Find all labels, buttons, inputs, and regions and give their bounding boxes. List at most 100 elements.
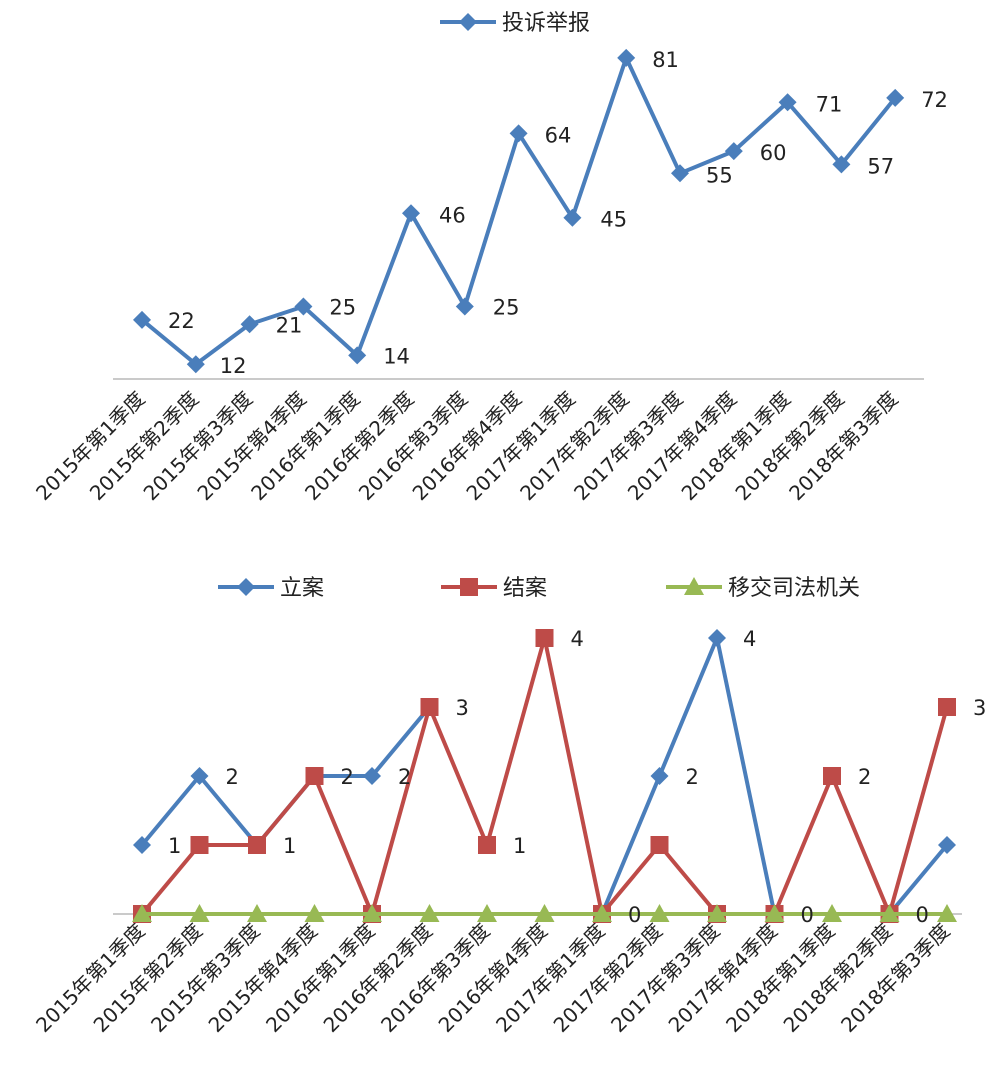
series-line-segment <box>485 636 547 847</box>
data-point <box>617 48 636 67</box>
series-line-segment <box>301 304 360 358</box>
series-line-segment <box>247 304 306 327</box>
data-label: 81 <box>652 48 679 72</box>
series-line-segment <box>516 131 575 220</box>
data-point <box>294 297 313 316</box>
data-label: 45 <box>600 208 627 232</box>
data-point <box>649 904 670 922</box>
data-point <box>362 904 382 922</box>
series-line-segment <box>409 211 467 309</box>
data-point <box>650 767 669 785</box>
data-point <box>402 204 420 223</box>
data-label: 1 <box>283 834 296 858</box>
series-line-segment <box>570 55 629 220</box>
data-point <box>133 836 151 854</box>
legend: 立案 结案 移交司法机关 <box>218 576 860 601</box>
series-1 <box>133 48 905 374</box>
data-point <box>132 904 152 922</box>
series-line-segment <box>830 774 892 916</box>
series-line-segment <box>715 636 777 916</box>
data-label: 64 <box>545 123 572 147</box>
data-label: 0 <box>801 903 814 927</box>
data-point <box>822 904 842 922</box>
data-point <box>778 93 797 112</box>
data-point <box>419 904 440 922</box>
series-line-segment <box>785 100 844 167</box>
data-label: 60 <box>760 141 787 165</box>
series-line-segment <box>370 705 432 778</box>
series-line-segment <box>355 211 413 358</box>
data-point <box>420 698 439 716</box>
legend-marker <box>684 577 704 595</box>
data-point <box>304 904 325 922</box>
data-point <box>886 88 905 107</box>
legend-item-1: 立案 <box>218 576 324 601</box>
series-line-segment <box>427 705 489 847</box>
data-label: 2 <box>226 765 239 789</box>
data-point <box>534 904 555 922</box>
data-point <box>707 904 727 922</box>
data-point <box>764 904 785 922</box>
series-line-segment <box>140 843 202 916</box>
series-line-segment <box>772 774 834 916</box>
data-label: 1 <box>168 834 181 858</box>
data-label: 4 <box>571 627 584 651</box>
series-line-segment <box>255 774 317 847</box>
data-point <box>535 629 554 647</box>
legend-label: 投诉举报 <box>502 11 590 36</box>
series-line-segment <box>839 95 898 167</box>
data-point <box>455 297 474 316</box>
data-point <box>186 355 205 374</box>
data-point <box>832 155 851 174</box>
series-line-segment <box>542 636 604 916</box>
data-labels: 22 12 21 25 14 46 25 64 45 81 55 60 71 57 72 <box>168 48 948 378</box>
legend-item-3: 移交司法机关 <box>666 576 860 601</box>
data-label: 14 <box>383 344 410 368</box>
series-2 <box>133 629 956 923</box>
data-label: 22 <box>168 309 195 333</box>
x-tick-labels: 2015年第1季度2015年第2季度2015年第3季度2015年第4季度2016… <box>31 919 955 1038</box>
data-point <box>650 836 669 854</box>
data-point <box>348 346 367 365</box>
data-point <box>938 836 956 854</box>
chart-2: 立案 结案 移交司法机关 2015年第1季度2015年第2季度2015年第3季度201… <box>31 576 985 1037</box>
data-point <box>937 904 957 922</box>
legend-marker <box>460 578 478 596</box>
data-point <box>363 767 381 785</box>
chart-1: 投诉举报 2015年第1季度2015年第2季度2015年第3季度2015年第4季度… <box>31 11 948 505</box>
data-label: 12 <box>220 354 247 378</box>
data-label: 2 <box>341 765 354 789</box>
data-point <box>248 836 266 854</box>
data-label: 25 <box>493 296 520 320</box>
series-line-segment <box>600 843 662 916</box>
series-line-segment <box>370 705 432 916</box>
data-label: 2 <box>686 765 699 789</box>
data-point <box>305 767 324 785</box>
data-point <box>190 767 209 785</box>
data-labels: 1 2 1 2 2 3 1 4 0 2 4 0 2 0 3 <box>168 627 985 927</box>
data-label: 46 <box>439 203 466 227</box>
legend-label: 结案 <box>503 576 547 601</box>
data-point <box>671 164 689 183</box>
legend: 投诉举报 <box>440 11 590 36</box>
series-line-segment <box>312 774 374 916</box>
legend-label: 移交司法机关 <box>728 576 860 601</box>
series-line-segment <box>887 843 949 916</box>
legend-marker <box>459 13 477 31</box>
legend-item-2: 结案 <box>441 576 547 601</box>
legend-label: 立案 <box>280 576 324 601</box>
data-label: 21 <box>276 313 303 337</box>
series-line-segment <box>887 705 949 916</box>
data-point <box>189 904 210 922</box>
data-label: 55 <box>706 163 733 187</box>
data-point <box>509 124 528 143</box>
data-label: 3 <box>456 696 469 720</box>
series-line-segment <box>140 774 202 847</box>
series-line-segment <box>657 843 719 916</box>
legend-item-1: 投诉举报 <box>440 11 590 36</box>
data-point <box>879 904 900 922</box>
data-label: 2 <box>858 765 871 789</box>
series-line-segment <box>197 774 259 847</box>
data-point <box>592 904 612 922</box>
